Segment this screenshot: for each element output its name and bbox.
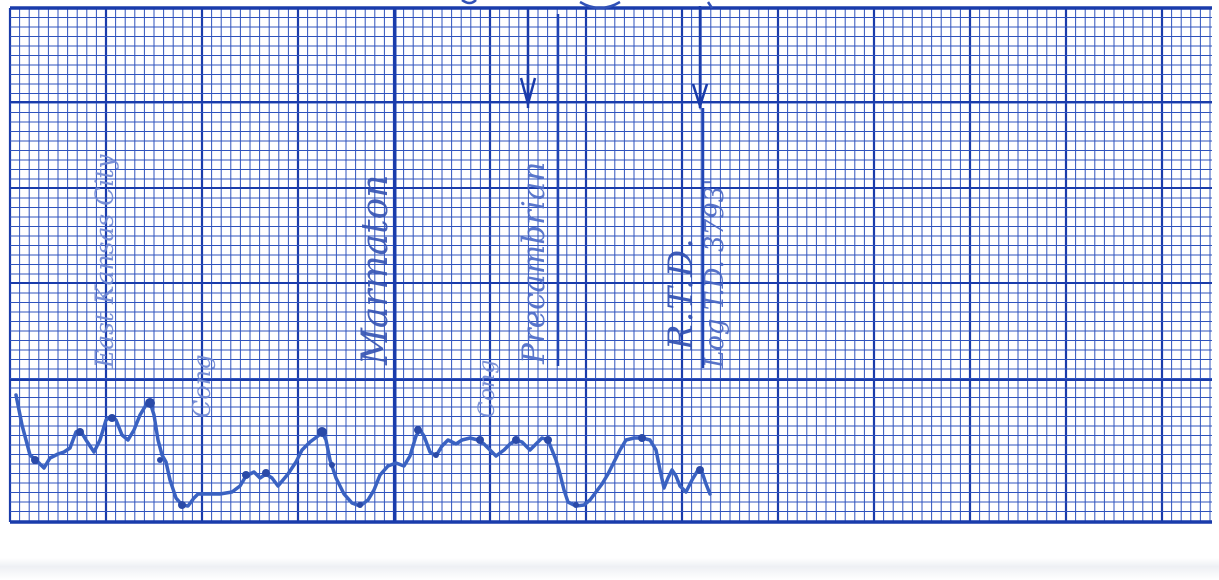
annotation-cong-upper: Cong (188, 354, 216, 418)
trace-dot (544, 436, 552, 444)
trace-dot (638, 434, 646, 442)
trace-dot (573, 502, 579, 508)
trace-dot (108, 414, 116, 422)
paper-bottom-edge (0, 558, 1219, 580)
arrow-down-icon (519, 70, 537, 109)
trace-dot (329, 462, 335, 468)
arrow-down-icon (691, 83, 709, 111)
trace-dot (357, 502, 363, 508)
trace-dot (145, 398, 155, 408)
trace-dot (696, 466, 704, 474)
annotation-rtd: R.T.D. (661, 236, 701, 350)
annotation-precambrian: Precambrian (516, 161, 552, 364)
grid-lines (8, 6, 1212, 524)
annotation-east-kansas-city: East Kansas City (90, 154, 119, 368)
trace-dot (242, 471, 250, 479)
trace-dot (512, 436, 520, 444)
tops-markers (461, 0, 714, 368)
trace-ink-dots (31, 398, 704, 509)
top-edge-scribble (461, 0, 714, 10)
trace-dot (414, 426, 422, 434)
log-trace (14, 393, 712, 508)
trace-dot (476, 436, 484, 444)
annotation-cong-lower: Cong (475, 359, 500, 418)
annotation-marmaton: Marmaton (355, 174, 396, 365)
trace-dot (31, 456, 39, 464)
trace-dot (317, 427, 327, 437)
trace-dot (157, 457, 163, 463)
trace-dot (262, 469, 270, 477)
trace-dot (433, 452, 439, 458)
trace-dot (178, 501, 186, 509)
trace-dot (76, 428, 84, 436)
annotation-log-td: Log T.D. 3793' (700, 178, 730, 368)
